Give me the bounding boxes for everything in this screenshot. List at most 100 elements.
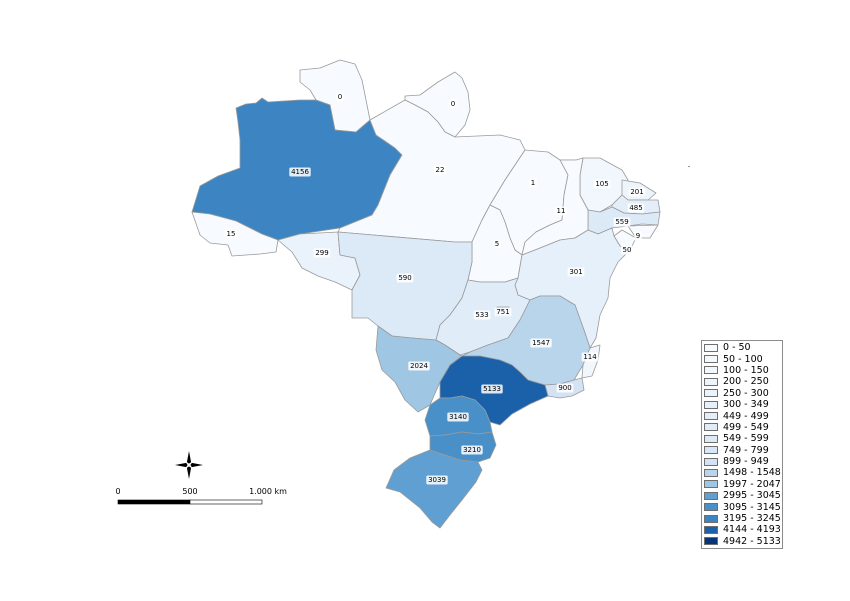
state-value-label: 559 [615, 218, 628, 226]
legend-swatch [704, 480, 718, 489]
state-value-label: 301 [569, 268, 582, 276]
legend-label: 549 - 599 [723, 433, 769, 445]
legend-swatch [704, 366, 718, 375]
value-label-halo [336, 92, 344, 102]
legend-label: 4144 - 4193 [723, 524, 781, 536]
state-value-label: 3039 [428, 476, 446, 484]
legend-label: 2995 - 3045 [723, 490, 781, 502]
scale-label-mid: 500 [182, 487, 197, 496]
state-value-label: 11 [557, 207, 566, 215]
state-value-label: 590 [398, 274, 411, 282]
state-value-label: 1 [531, 179, 535, 187]
legend-swatch [704, 423, 718, 432]
legend-swatch [704, 537, 718, 546]
state-value-label: 751 [496, 308, 509, 316]
legend-label: 3195 - 3245 [723, 513, 781, 525]
legend-item: 0 - 50 [704, 342, 782, 353]
state-value-label: 15 [227, 230, 236, 238]
legend-label: 1997 - 2047 [723, 478, 781, 490]
value-label-halo [620, 245, 634, 255]
state-region [385, 449, 483, 529]
legend-label: 250 - 300 [723, 387, 769, 399]
legend-swatch [704, 343, 718, 352]
scale-bar: 0 500 1.000 km [115, 487, 287, 505]
state-value-label: 1547 [532, 339, 550, 347]
state-value-label: 201 [630, 188, 643, 196]
value-label-halo [408, 361, 430, 371]
legend-label: 1498 - 1548 [723, 467, 781, 479]
legend-item: 549 - 599 [704, 433, 782, 444]
state-value-label: 533 [475, 311, 488, 319]
legend-label: 499 - 549 [723, 421, 769, 433]
legend-item: 100 - 150 [704, 365, 782, 376]
legend-swatch [704, 514, 718, 523]
legend-label: 200 - 250 [723, 376, 769, 388]
legend-item: 250 - 300 [704, 388, 782, 399]
value-label-halo [567, 267, 585, 277]
legend-label: 300 - 349 [723, 399, 769, 411]
legend-label: 449 - 499 [723, 410, 769, 422]
value-label-halo [529, 178, 537, 188]
states-layer [191, 59, 661, 529]
state-value-label: 0 [338, 93, 342, 101]
state-value-label: 50 [623, 246, 632, 254]
legend-swatch [704, 377, 718, 386]
legend-swatch [704, 355, 718, 364]
legend-swatch [704, 457, 718, 466]
value-label-halo [426, 475, 448, 485]
value-label-halo [530, 338, 552, 348]
legend-swatch [704, 400, 718, 409]
value-label-halo [628, 187, 646, 197]
compass-star-icon [175, 451, 203, 479]
legend-item: 499 - 549 [704, 422, 782, 433]
legend-item: 899 - 949 [704, 456, 782, 467]
value-label-halo [593, 179, 611, 189]
legend-label: 0 - 50 [723, 342, 751, 354]
legend-label: 100 - 150 [723, 364, 769, 376]
value-label-halo [581, 352, 599, 362]
legend-item: 3195 - 3245 [704, 513, 782, 524]
legend-label: 749 - 799 [723, 444, 769, 456]
legend-label: 4942 - 5133 [723, 535, 781, 547]
legend-item: 2995 - 3045 [704, 490, 782, 501]
state-value-label: 5133 [483, 385, 501, 393]
value-label-halo [556, 383, 574, 393]
state-value-label: 900 [558, 384, 571, 392]
value-label-halo [461, 445, 483, 455]
state-value-label: 5 [495, 240, 499, 248]
map-edge-tick [688, 166, 690, 167]
legend-swatch [704, 389, 718, 398]
state-value-label: 3210 [463, 446, 481, 454]
value-label-halo [481, 384, 503, 394]
legend-swatch [704, 434, 718, 443]
value-label-halo [627, 203, 645, 213]
value-label-halo [289, 167, 311, 177]
value-label-halo [554, 206, 568, 216]
legend: 0 - 50 50 - 100 100 - 150 200 - 250 250 - 30… [701, 340, 783, 550]
legend-swatch [704, 525, 718, 534]
value-label-halo [613, 217, 631, 227]
legend-item: 1997 - 2047 [704, 479, 782, 490]
state-value-label: 0 [451, 100, 455, 108]
scale-label-end: 1.000 km [249, 487, 287, 496]
legend-swatch [704, 468, 718, 477]
scale-label-start: 0 [115, 487, 120, 496]
legend-item: 4144 - 4193 [704, 524, 782, 535]
state-value-label: 9 [636, 232, 640, 240]
value-label-halo [396, 273, 414, 283]
value-label-halo [473, 310, 491, 320]
legend-item: 300 - 349 [704, 399, 782, 410]
legend-label: 50 - 100 [723, 353, 763, 365]
value-label-halo [493, 239, 501, 249]
value-label-halo [433, 165, 447, 175]
state-value-label: 105 [595, 180, 608, 188]
state-value-label: 299 [315, 249, 328, 257]
legend-item: 200 - 250 [704, 376, 782, 387]
legend-label: 3095 - 3145 [723, 501, 781, 513]
legend-swatch [704, 503, 718, 512]
state-value-label: 114 [583, 353, 597, 361]
value-label-halo [224, 229, 238, 239]
